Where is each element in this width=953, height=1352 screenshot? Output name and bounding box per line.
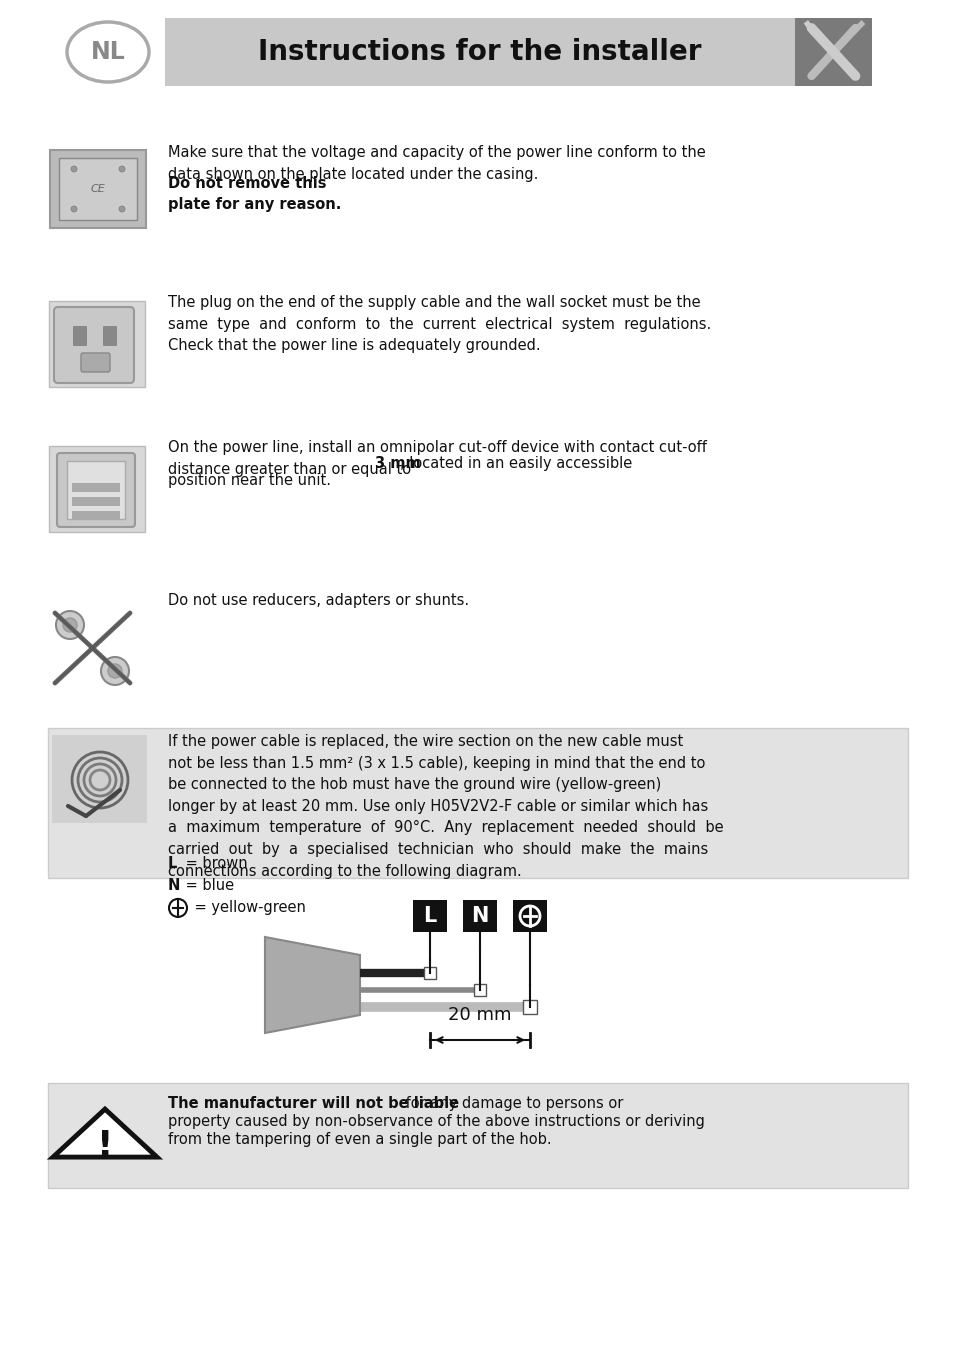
Text: Do not remove this
plate for any reason.: Do not remove this plate for any reason. bbox=[168, 176, 341, 212]
FancyBboxPatch shape bbox=[103, 326, 117, 346]
Text: L: L bbox=[168, 856, 177, 871]
FancyBboxPatch shape bbox=[71, 498, 120, 506]
Text: Do not use reducers, adapters or shunts.: Do not use reducers, adapters or shunts. bbox=[168, 594, 469, 608]
Text: = yellow-green: = yellow-green bbox=[190, 900, 306, 915]
Text: = brown: = brown bbox=[181, 856, 248, 871]
Text: CE: CE bbox=[91, 184, 105, 193]
FancyBboxPatch shape bbox=[52, 735, 147, 823]
Text: position near the unit.: position near the unit. bbox=[168, 473, 331, 488]
Text: L: L bbox=[423, 906, 436, 926]
FancyBboxPatch shape bbox=[474, 984, 485, 996]
Circle shape bbox=[119, 206, 125, 212]
Polygon shape bbox=[265, 937, 359, 1033]
FancyBboxPatch shape bbox=[423, 967, 436, 979]
Circle shape bbox=[108, 664, 122, 677]
Text: Make sure that the voltage and capacity of the power line conform to the
data sh: Make sure that the voltage and capacity … bbox=[168, 145, 705, 181]
FancyBboxPatch shape bbox=[57, 453, 135, 527]
Polygon shape bbox=[53, 1109, 157, 1157]
FancyBboxPatch shape bbox=[54, 307, 133, 383]
Text: for any damage to persons or: for any damage to persons or bbox=[400, 1096, 622, 1111]
FancyBboxPatch shape bbox=[513, 900, 546, 932]
Text: Instructions for the installer: Instructions for the installer bbox=[258, 38, 701, 66]
Circle shape bbox=[101, 657, 129, 685]
Circle shape bbox=[71, 166, 77, 172]
Text: N: N bbox=[168, 877, 180, 892]
Text: , located in an easily accessible: , located in an easily accessible bbox=[399, 456, 632, 472]
FancyBboxPatch shape bbox=[165, 18, 794, 87]
FancyBboxPatch shape bbox=[794, 18, 871, 87]
Text: N: N bbox=[471, 906, 488, 926]
FancyBboxPatch shape bbox=[48, 1083, 907, 1188]
FancyBboxPatch shape bbox=[522, 1000, 537, 1014]
FancyBboxPatch shape bbox=[49, 301, 145, 387]
FancyBboxPatch shape bbox=[413, 900, 447, 932]
FancyBboxPatch shape bbox=[71, 511, 120, 521]
FancyBboxPatch shape bbox=[48, 727, 907, 877]
FancyBboxPatch shape bbox=[81, 353, 110, 372]
Circle shape bbox=[71, 206, 77, 212]
Text: 3 mm: 3 mm bbox=[375, 456, 420, 472]
Circle shape bbox=[63, 618, 77, 631]
Text: The plug on the end of the supply cable and the wall socket must be the
same  ty: The plug on the end of the supply cable … bbox=[168, 295, 711, 353]
FancyBboxPatch shape bbox=[49, 446, 145, 531]
FancyBboxPatch shape bbox=[59, 158, 137, 220]
Text: !: ! bbox=[96, 1129, 113, 1163]
Text: If the power cable is replaced, the wire section on the new cable must
not be le: If the power cable is replaced, the wire… bbox=[168, 734, 723, 879]
Text: from the tampering of even a single part of the hob.: from the tampering of even a single part… bbox=[168, 1132, 551, 1146]
FancyBboxPatch shape bbox=[73, 326, 87, 346]
FancyBboxPatch shape bbox=[67, 461, 125, 519]
Text: property caused by non-observance of the above instructions or deriving: property caused by non-observance of the… bbox=[168, 1114, 704, 1129]
Circle shape bbox=[119, 166, 125, 172]
FancyBboxPatch shape bbox=[50, 150, 146, 228]
Text: The manufacturer will not be liable: The manufacturer will not be liable bbox=[168, 1096, 458, 1111]
FancyBboxPatch shape bbox=[462, 900, 497, 932]
Circle shape bbox=[56, 611, 84, 639]
Text: NL: NL bbox=[91, 41, 125, 64]
Ellipse shape bbox=[67, 22, 149, 82]
Text: On the power line, install an omnipolar cut-off device with contact cut-off
dist: On the power line, install an omnipolar … bbox=[168, 439, 706, 477]
FancyBboxPatch shape bbox=[51, 598, 143, 688]
Text: 20 mm: 20 mm bbox=[448, 1006, 511, 1023]
FancyBboxPatch shape bbox=[71, 483, 120, 492]
Text: = blue: = blue bbox=[181, 877, 233, 892]
